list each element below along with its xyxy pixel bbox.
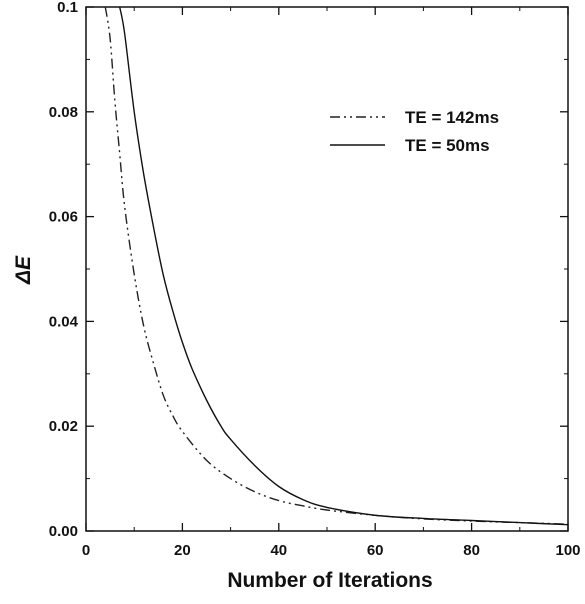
legend-label-1: TE = 142ms xyxy=(405,108,499,127)
series-line-1 xyxy=(104,6,569,525)
y-axis-title: ΔE xyxy=(12,255,35,285)
y-tick-label: 0.06 xyxy=(49,209,78,226)
y-tick-label: 0.04 xyxy=(49,313,79,330)
legend: TE = 142ms TE = 50ms xyxy=(330,108,499,155)
x-tick-label: 20 xyxy=(174,542,191,559)
x-tick-label: 80 xyxy=(463,542,480,559)
x-axis-title: Number of Iterations xyxy=(227,569,432,592)
y-tick-label: 0.00 xyxy=(49,523,78,540)
series-layer xyxy=(104,6,569,526)
y-tick-label: 0.02 xyxy=(49,418,78,435)
axis-ticks: 0 20 40 60 80 100 0.00 0.02 0.04 0.06 0.08 0.1 xyxy=(49,0,581,559)
y-tick-label: 0.1 xyxy=(57,0,78,16)
y-tick-label: 0.08 xyxy=(49,104,78,121)
x-tick-label: 0 xyxy=(82,542,90,559)
x-tick-label: 60 xyxy=(367,542,384,559)
x-tick-label: 100 xyxy=(555,542,580,559)
series-line-2 xyxy=(119,6,569,526)
x-tick-label: 40 xyxy=(270,542,287,559)
legend-label-2: TE = 50ms xyxy=(405,136,490,155)
plot-frame xyxy=(85,6,569,532)
